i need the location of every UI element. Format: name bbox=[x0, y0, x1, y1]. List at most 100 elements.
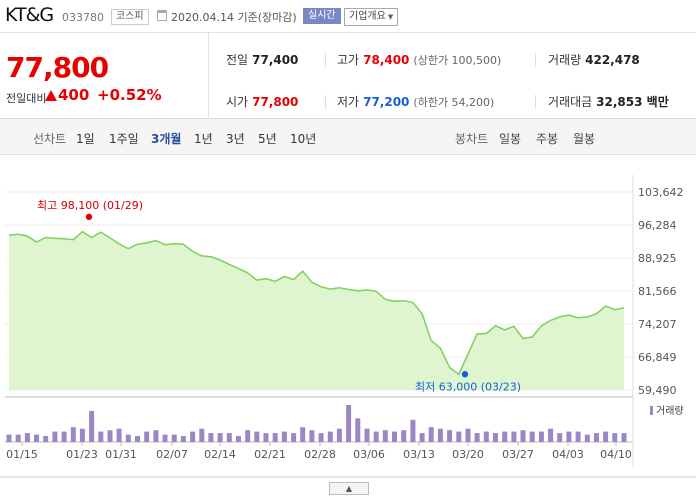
volume-bar bbox=[346, 405, 352, 442]
volume-bar bbox=[538, 431, 544, 442]
volume-bar bbox=[236, 436, 241, 442]
volume-bar bbox=[190, 431, 196, 442]
volume-bar bbox=[61, 431, 67, 442]
x-tick-label: 04/03 bbox=[552, 448, 584, 461]
low-value: 77,200 bbox=[363, 95, 410, 109]
realtime-button[interactable]: 실시간 bbox=[303, 8, 341, 24]
volume-bar bbox=[548, 428, 554, 442]
volume-bar bbox=[199, 428, 205, 442]
high-label: 고가 bbox=[337, 53, 360, 67]
volume-bar bbox=[226, 433, 232, 442]
change-label: 전일대비 bbox=[6, 92, 47, 105]
x-tick-label: 02/21 bbox=[254, 448, 286, 461]
tab-1week[interactable]: 1주일 bbox=[109, 132, 139, 146]
volume-bar bbox=[24, 433, 30, 442]
volume-bar bbox=[447, 430, 453, 442]
y-tick-label: 103,642 bbox=[638, 186, 684, 199]
tab-weekly-candle[interactable]: 주봉 bbox=[536, 132, 559, 146]
price-area bbox=[9, 231, 624, 390]
volume-bar bbox=[437, 428, 443, 442]
volume-bar bbox=[520, 430, 526, 442]
x-tick-label: 02/14 bbox=[204, 448, 236, 461]
volume-bar bbox=[401, 430, 407, 442]
x-tick-label: 04/10 bbox=[600, 448, 632, 461]
y-tick-label: 96,284 bbox=[638, 219, 677, 232]
tab-monthly-candle[interactable]: 월봉 bbox=[573, 132, 596, 146]
volume-bar bbox=[410, 419, 416, 442]
x-tick-label: 02/28 bbox=[304, 448, 336, 461]
low-annotation: 최저 63,000 (03/23) bbox=[415, 380, 521, 393]
low-label: 저가 bbox=[337, 95, 360, 109]
divider bbox=[325, 95, 326, 109]
volume-bar bbox=[125, 434, 131, 442]
volume-bar bbox=[180, 436, 186, 442]
x-tick-label: 02/07 bbox=[156, 448, 188, 461]
volume-bar bbox=[79, 428, 85, 442]
volume-bar bbox=[483, 431, 489, 442]
volume-bar bbox=[162, 434, 168, 442]
volume-bar bbox=[493, 433, 498, 442]
volume-value: 422,478 bbox=[585, 53, 640, 67]
change-value: 400 bbox=[58, 86, 90, 104]
up-triangle-icon bbox=[45, 90, 57, 101]
calendar-icon bbox=[157, 10, 167, 21]
volume-bar bbox=[171, 434, 177, 442]
volume-bar bbox=[428, 427, 434, 442]
open-label: 시가 bbox=[226, 95, 249, 109]
volume-bar bbox=[336, 428, 342, 442]
volume-bar bbox=[392, 431, 397, 442]
volume-bar bbox=[612, 433, 618, 442]
amount-value: 32,853 백만 bbox=[596, 95, 669, 109]
divider bbox=[325, 53, 326, 67]
y-tick-label: 66,849 bbox=[638, 351, 677, 364]
volume-bar bbox=[474, 433, 480, 442]
volume-bar bbox=[208, 433, 214, 442]
volume-bar bbox=[364, 428, 370, 442]
tab-3year[interactable]: 3년 bbox=[226, 132, 245, 146]
volume-bar bbox=[355, 418, 361, 442]
volume-legend-swatch bbox=[650, 406, 653, 415]
tab-3month[interactable]: 3개월 bbox=[151, 132, 182, 146]
volume-bar bbox=[89, 410, 95, 442]
market-badge: 코스피 bbox=[111, 9, 149, 25]
tab-5year[interactable]: 5년 bbox=[258, 132, 277, 146]
volume-bar bbox=[144, 431, 150, 442]
volume-bar bbox=[575, 431, 581, 442]
stock-header: KT&G 033780 코스피 2020.04.14 기준(장마감) 실시간 기… bbox=[0, 0, 696, 33]
x-tick-label: 01/15 bbox=[6, 448, 38, 461]
volume-bar bbox=[419, 433, 425, 442]
y-tick-label: 88,925 bbox=[638, 252, 677, 265]
stock-code: 033780 bbox=[62, 11, 104, 24]
volume-bar bbox=[557, 433, 563, 442]
high-stat: 고가 78,400 (상한가 100,500) bbox=[337, 51, 501, 68]
open-stat: 시가 77,800 bbox=[226, 93, 298, 110]
tab-daily-candle[interactable]: 일봉 bbox=[499, 132, 522, 146]
price-summary: 77,800 전일대비 400 +0.52% 전일 77,400 고가 78,400… bbox=[0, 33, 696, 119]
x-tick-label: 01/31 bbox=[105, 448, 137, 461]
volume-bar bbox=[116, 428, 122, 442]
volume-label: 거래량 bbox=[548, 53, 582, 67]
price-chart: 최고 98,100 (01/29) 최저 63,000 (03/23) 103,6… bbox=[0, 155, 696, 497]
chart-collapse-button[interactable]: ▲ bbox=[329, 482, 369, 495]
low-stat: 저가 77,200 (하한가 54,200) bbox=[337, 93, 494, 110]
volume-bar bbox=[291, 433, 297, 442]
volume-bar bbox=[300, 427, 306, 442]
volume-bar bbox=[281, 431, 287, 442]
volume-bar bbox=[43, 436, 49, 442]
volume-bar bbox=[603, 431, 609, 442]
company-info-dropdown[interactable]: 기업개요 ▼ bbox=[344, 8, 399, 26]
volume-bar bbox=[245, 430, 251, 442]
tab-10year[interactable]: 10년 bbox=[290, 132, 317, 146]
prev-close-stat: 전일 77,400 bbox=[226, 51, 298, 68]
amount-stat: 거래대금 32,853 백만 bbox=[548, 93, 669, 110]
tab-1day[interactable]: 1일 bbox=[76, 132, 95, 146]
volume-bar bbox=[309, 430, 315, 442]
x-tick-label: 03/13 bbox=[403, 448, 435, 461]
volume-bar bbox=[153, 430, 159, 442]
amount-label: 거래대금 bbox=[548, 95, 593, 109]
tab-1year[interactable]: 1년 bbox=[194, 132, 213, 146]
volume-bar bbox=[318, 433, 324, 442]
upper-limit: (상한가 100,500) bbox=[413, 54, 502, 67]
base-date: 2020.04.14 기준(장마감) bbox=[171, 11, 297, 24]
volume-bar bbox=[6, 434, 12, 442]
